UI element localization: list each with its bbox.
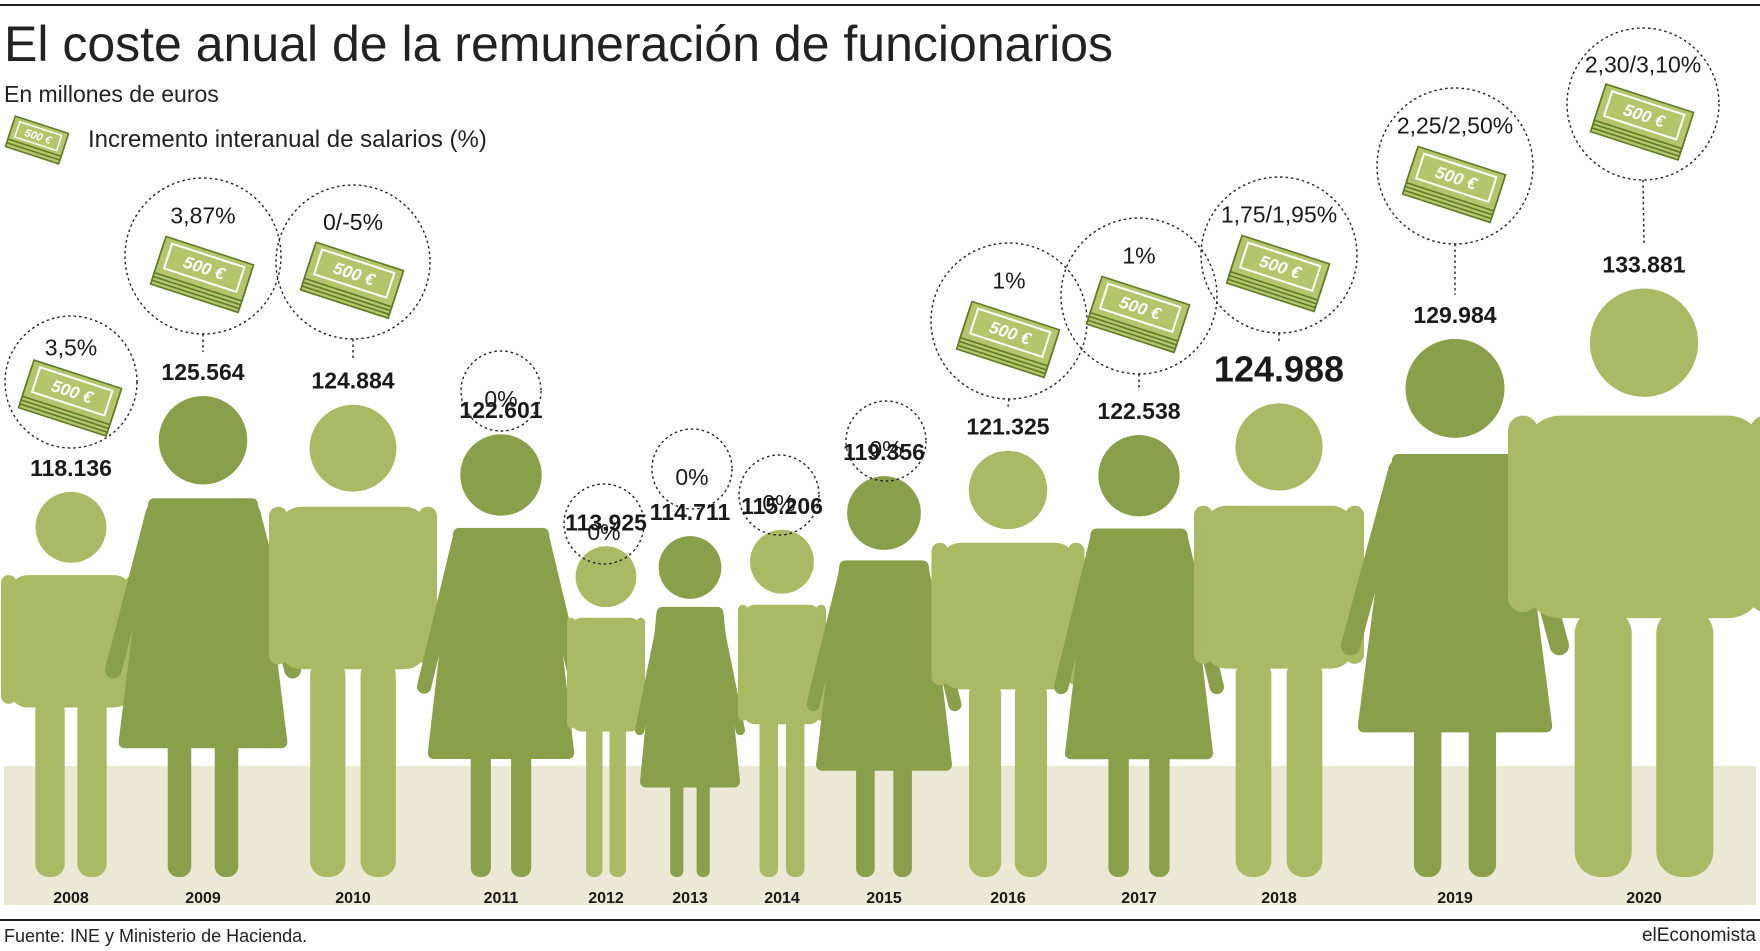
- increase-label-2013: 0%: [675, 464, 708, 490]
- money-stack-icon: 500 €: [1085, 275, 1191, 354]
- increase-bubble-2015: 0%: [845, 400, 927, 482]
- year-label-2016: 2016: [990, 890, 1026, 907]
- value-label-2010: 124.884: [311, 368, 394, 394]
- figure-man-2018: [1194, 403, 1364, 877]
- value-label-2012: 113.925: [565, 509, 647, 535]
- value-label-2016: 121.325: [966, 414, 1049, 440]
- value-label-2019: 129.984: [1413, 302, 1496, 328]
- year-label-2020: 2020: [1626, 890, 1662, 907]
- money-stack-icon: 500 €: [149, 235, 255, 314]
- bottom-rule: [0, 919, 1760, 921]
- figure-woman-2017: [1053, 435, 1225, 877]
- money-stack-icon: 500 €: [955, 300, 1061, 379]
- figure-2020: 133.881 2020 2,30/3,10% 500 €: [1508, 27, 1760, 907]
- increase-label-2020: 2,30/3,10%: [1585, 51, 1701, 77]
- legend: 500 € Incremento interanual de salarios …: [2, 112, 487, 168]
- value-label-2014: 115.206: [741, 493, 823, 519]
- increase-bubble-2011: 0%: [460, 350, 542, 432]
- increase-label-2008: 3,5%: [45, 335, 97, 361]
- value-label-2015: 119.356: [843, 439, 925, 465]
- increase-label-2011: 0%: [484, 386, 517, 412]
- increase-bubble-2014: 0%: [738, 454, 820, 536]
- money-stack-icon: 500 €: [299, 241, 405, 320]
- top-rule: [0, 4, 1760, 6]
- figure-woman-2011: [417, 434, 585, 877]
- value-label-2020: 133.881: [1602, 252, 1685, 278]
- increase-bubble-2020: 2,30/3,10% 500 €: [1566, 27, 1720, 245]
- figure-man-2010: [269, 404, 437, 877]
- figure-2018: 124.988 2018 1,75/1,95% 500 €: [1194, 176, 1364, 907]
- increase-bubble-2019: 2,25/2,50% 500 €: [1376, 87, 1534, 295]
- year-label-2017: 2017: [1121, 890, 1157, 907]
- money-stack-icon: 500 €: [1589, 83, 1695, 162]
- increase-label-2009: 3,87%: [170, 202, 235, 228]
- figure-man-2020: [1508, 288, 1760, 877]
- money-stack-icon: 500 €: [4, 115, 70, 165]
- chart-subtitle: En millones de euros: [4, 81, 219, 107]
- year-label-2008: 2008: [53, 890, 89, 907]
- value-label-2018: 124.988: [1214, 348, 1344, 389]
- year-label-2018: 2018: [1261, 890, 1297, 907]
- figure-2008: 118.136 2008 3,5%500 €: [1, 315, 141, 907]
- brand-logo: elEconomista: [1641, 925, 1756, 946]
- money-stack-icon: 500 €: [1401, 145, 1507, 224]
- figure-2010: 124.884 2010 0/-5% 500 €: [269, 184, 437, 907]
- increase-bubble-2017: 1% 500 €: [1060, 217, 1218, 392]
- increase-bubble-2010: 0/-5% 500 €: [275, 184, 431, 361]
- ground-band: [4, 766, 1756, 905]
- year-label-2013: 2013: [672, 890, 708, 907]
- year-label-2010: 2010: [335, 890, 371, 907]
- increase-bubble-2013: 0%: [651, 428, 733, 510]
- increase-label-2017: 1%: [1122, 242, 1155, 268]
- increase-label-2012: 0%: [587, 519, 620, 545]
- increase-label-2010: 0/-5%: [323, 209, 383, 235]
- chart-title: El coste anual de la remuneración de fun…: [4, 16, 1114, 72]
- increase-bubble-2018: 1,75/1,95% 500 €: [1200, 176, 1358, 342]
- increase-label-2015: 0%: [869, 436, 902, 462]
- increase-bubble-2012: 0%: [563, 483, 645, 565]
- value-label-2009: 125.564: [161, 359, 244, 385]
- value-label-2013: 114.711: [650, 499, 731, 525]
- year-label-2015: 2015: [866, 890, 902, 907]
- year-label-2011: 2011: [484, 890, 519, 907]
- increase-label-2014: 0%: [762, 490, 795, 516]
- increase-label-2018: 1,75/1,95%: [1221, 201, 1337, 227]
- year-label-2014: 2014: [764, 890, 800, 907]
- year-label-2009: 2009: [185, 890, 221, 907]
- increase-bubble-2016: 1% 500 €: [930, 242, 1088, 407]
- money-stack-icon: 500 €: [17, 359, 123, 438]
- value-label-2008: 118.136: [30, 455, 112, 481]
- figure-woman-2013: [634, 536, 746, 877]
- figure-2013: 114.711 2013 0%: [634, 428, 746, 907]
- year-label-2012: 2012: [588, 890, 624, 907]
- legend-label: Incremento interanual de salarios (%): [88, 126, 487, 153]
- year-label-2019: 2019: [1437, 890, 1473, 907]
- figure-man-2008: [1, 491, 141, 877]
- source-note: Fuente: INE y Ministerio de Hacienda.: [4, 926, 308, 946]
- increase-label-2019: 2,25/2,50%: [1397, 112, 1513, 138]
- figure-2017: 122.538 2017 1% 500 €: [1053, 217, 1225, 907]
- money-stack-icon: 500 €: [1225, 234, 1331, 313]
- increase-label-2016: 1%: [992, 267, 1025, 293]
- value-label-2017: 122.538: [1097, 398, 1180, 424]
- increase-bubble-2008: 3,5%500 €: [4, 315, 138, 449]
- increase-bubble-2009: 3,87% 500 €: [124, 177, 282, 352]
